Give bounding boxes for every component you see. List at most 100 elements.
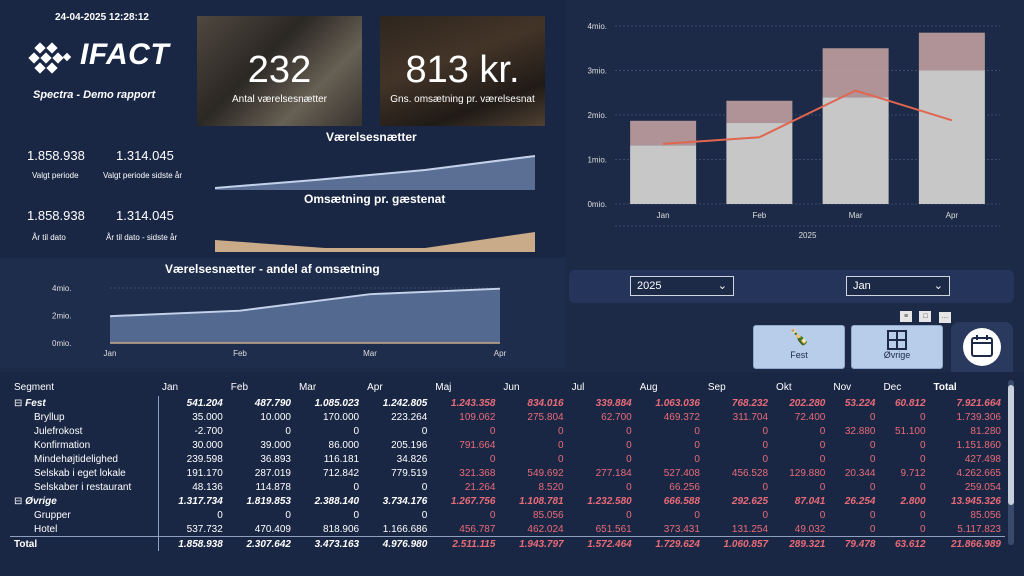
bar-y-tick: 4mio. [587, 22, 607, 31]
area-chart: 0mio. 2mio. 4mio. Jan Feb Mar Apr [52, 284, 507, 358]
year-dropdown-value: 2025 [637, 280, 662, 292]
kpi-selected-period-last-year: 1.314.045 [116, 148, 174, 163]
month-dropdown[interactable]: Jan ⌄ [846, 276, 950, 296]
matrix-col-header[interactable]: Jul [571, 381, 585, 393]
table-row: Mindehøjtidelighed 239.598 36.893 116.181 34… [10, 452, 1005, 466]
matrix-cell: 32.880 [844, 425, 876, 437]
bar-base[interactable] [726, 123, 793, 204]
room-photo-shade [197, 16, 362, 126]
grid-icon [887, 330, 907, 350]
matrix-cell: 666.588 [663, 495, 700, 507]
matrix-cell: 0 [762, 439, 769, 451]
matrix-cell: 79.478 [844, 538, 876, 550]
matrix-col-header[interactable]: Mar [298, 381, 317, 393]
area-x-tick: Feb [233, 349, 247, 358]
matrix-cell: 2.388.140 [314, 495, 360, 507]
collapse-icon[interactable]: ⊟ [14, 397, 26, 409]
matrix-col-header[interactable]: Nov [833, 381, 852, 393]
matrix-cell: 277.184 [595, 467, 632, 479]
matrix-row-label-text: Selskaber i restaurant [34, 481, 132, 493]
matrix-cell: 791.664 [459, 439, 496, 451]
matrix-col-header[interactable]: Segment [14, 381, 55, 393]
card-room-nights: 232 Antal værelsesnætter [197, 16, 362, 126]
matrix-row-label-text: Fest [25, 397, 46, 409]
table-row: Grupper 0 0 0 0 0 85.056 0 0 0 0 0 0 85.056 [10, 508, 1005, 522]
matrix-cell: 0 [819, 509, 826, 521]
matrix-col-header[interactable]: Jan [162, 381, 179, 393]
matrix-row-label[interactable]: ⊟ Fest [10, 396, 158, 410]
matrix-cell: 0 [489, 509, 496, 521]
matrix-row-label: Hotel [10, 522, 158, 537]
matrix-col-header[interactable]: Total [933, 381, 957, 393]
matrix-row-label-text: Grupper [34, 509, 71, 521]
matrix-scrollbar[interactable] [1008, 380, 1014, 545]
matrix-cell: 311.704 [732, 411, 769, 423]
matrix-cell: 0 [762, 425, 769, 437]
ovrige-button[interactable]: Øvrige [851, 325, 943, 369]
matrix-cell: 21.866.989 [950, 538, 1001, 550]
matrix-col-header[interactable]: Maj [435, 381, 452, 393]
calendar-button[interactable] [951, 322, 1013, 372]
matrix-col-header[interactable]: Aug [639, 381, 658, 393]
matrix-cell: 36.893 [260, 453, 291, 465]
collapse-icon[interactable]: ⊟ [14, 495, 26, 507]
table-row: Hotel 537.732 470.409 818.906 1.166.686 456.7… [10, 522, 1005, 537]
matrix-cell: 13.945.326 [950, 495, 1001, 507]
matrix-cell: 81.280 [970, 425, 1001, 437]
matrix-col-header[interactable]: Jun [503, 381, 520, 393]
matrix-cell: 0 [819, 439, 826, 451]
matrix-col-header[interactable]: Dec [883, 381, 902, 393]
matrix-cell: 339.884 [595, 397, 632, 409]
fest-button[interactable]: 🍾 Fest [753, 325, 845, 369]
matrix-cell: 7.921.664 [956, 397, 1002, 409]
matrix-row-label[interactable]: ⊟ Øvrige [10, 494, 158, 508]
matrix-row-label: Total [10, 537, 158, 552]
matrix-col-header[interactable]: Apr [367, 381, 383, 393]
kpi-ytd-last-year: 1.314.045 [116, 208, 174, 223]
focus-mode-icon[interactable]: □ [919, 311, 932, 322]
bar-base[interactable] [630, 145, 697, 204]
bar-top[interactable] [918, 32, 985, 71]
matrix-cell: 1.572.464 [587, 538, 632, 550]
matrix-row-label-text: Bryllup [34, 411, 65, 423]
spark-room-nights-area [215, 156, 535, 190]
matrix-row-label-text: Total [14, 538, 38, 550]
bar-base[interactable] [918, 70, 985, 205]
bar-top[interactable] [726, 100, 793, 124]
bar-base[interactable] [822, 97, 889, 204]
matrix-cell: 114.878 [255, 481, 291, 493]
matrix-row-label: Konfirmation [10, 438, 158, 452]
matrix-cell: 779.519 [391, 467, 428, 479]
spark-revenue-title: Omsætning pr. gæstenat [304, 192, 446, 206]
matrix-cell: 131.254 [731, 523, 769, 535]
matrix-col-header[interactable]: Feb [230, 381, 249, 393]
spark-revenue-area [215, 232, 535, 252]
matrix-col-header[interactable]: Sep [707, 381, 726, 393]
matrix-cell: 259.054 [964, 481, 1001, 493]
matrix-cell: 48.136 [157, 480, 227, 494]
matrix-scrollbar-thumb[interactable] [1008, 385, 1014, 505]
ifact-logo-icon [28, 42, 72, 74]
matrix-row-label: Mindehøjtidelighed [10, 452, 158, 466]
matrix-cell: 0 [558, 439, 564, 451]
matrix-cell: 0 [919, 481, 926, 493]
bar-top[interactable] [630, 120, 697, 146]
matrix-cell: 287.019 [254, 467, 291, 479]
matrix-cell: 1.943.797 [519, 538, 564, 550]
matrix-cell: 541.204 [157, 396, 227, 410]
filter-icon[interactable]: ≡ [900, 311, 912, 322]
matrix-cell: 427.498 [964, 453, 1001, 465]
matrix-cell: 109.062 [459, 411, 496, 423]
restaurant-photo-shade [380, 16, 545, 126]
table-row: Konfirmation 30.000 39.000 86.000 205.196 791… [10, 438, 1005, 452]
more-options-icon[interactable]: … [938, 312, 951, 323]
matrix-cell: 72.400 [794, 411, 826, 423]
bar-top[interactable] [822, 48, 889, 98]
matrix-col-header[interactable]: Okt [776, 381, 792, 393]
matrix-cell: 20.344 [844, 467, 876, 479]
matrix-cell: 1.166.686 [382, 523, 428, 535]
year-dropdown[interactable]: 2025 ⌄ [630, 276, 734, 296]
matrix-cell: 0 [694, 425, 700, 437]
matrix-cell: 0 [762, 453, 769, 465]
matrix-cell: 0 [353, 509, 360, 521]
